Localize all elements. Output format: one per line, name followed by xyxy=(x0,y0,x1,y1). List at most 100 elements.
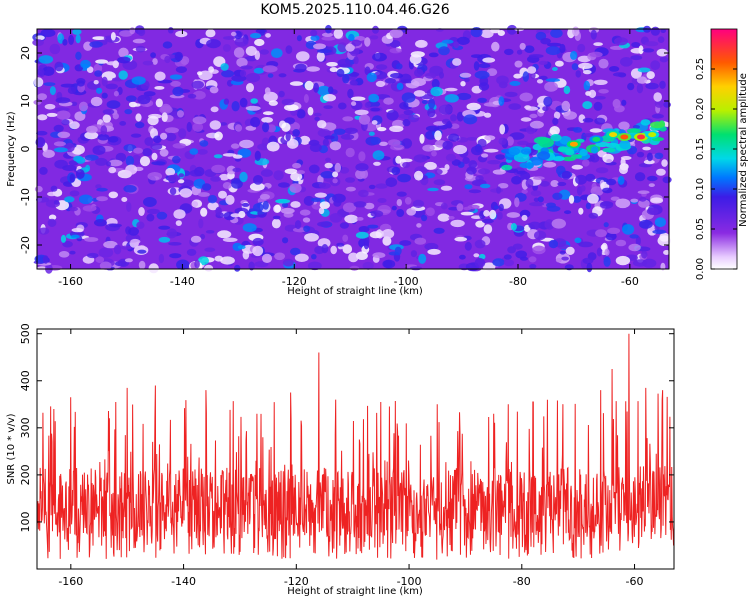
speckle-blob xyxy=(46,112,58,117)
speckle-blob xyxy=(519,92,533,102)
speckle-blob xyxy=(179,188,193,198)
speckle-blob xyxy=(86,125,98,134)
speckle-blob xyxy=(517,140,529,146)
speckle-blob xyxy=(75,51,82,60)
speckle-blob xyxy=(255,28,267,34)
speckle-blob xyxy=(552,117,559,126)
speckle-blob xyxy=(148,263,159,274)
speckle-blob xyxy=(207,195,218,204)
speckle-blob xyxy=(340,134,355,140)
speckle-blob xyxy=(56,110,71,120)
speckle-blob xyxy=(53,200,60,205)
speckle-blob xyxy=(561,100,571,112)
speckle-blob xyxy=(296,35,302,42)
speckle-blob xyxy=(466,102,481,111)
speckle-blob xyxy=(654,217,667,228)
speckle-blob xyxy=(309,143,322,153)
speckle-blob xyxy=(189,148,199,155)
speckle-blob xyxy=(112,112,119,120)
speckle-blob xyxy=(538,60,548,65)
signal-blob xyxy=(550,134,562,142)
speckle-blob xyxy=(174,51,183,62)
speckle-blob xyxy=(529,120,544,129)
colorbar-tick-label: 0.00 xyxy=(695,258,706,280)
speckle-blob xyxy=(245,46,257,56)
speckle-blob xyxy=(35,137,46,148)
speckle-blob xyxy=(89,41,103,48)
speckle-blob xyxy=(292,129,301,137)
speckle-blob xyxy=(144,137,154,146)
speckle-blob xyxy=(43,82,56,86)
speckle-blob xyxy=(200,233,206,240)
heatmap-y-axis: -20 -10 0 10 20 xyxy=(19,46,669,254)
speckle-blob xyxy=(575,70,582,78)
speckle-blob xyxy=(431,78,440,89)
speckle-blob xyxy=(342,234,349,242)
speckle-blob xyxy=(421,100,428,104)
y-tick-label: 0 xyxy=(19,146,32,153)
speckle-blob xyxy=(319,201,330,209)
speckle-blob xyxy=(151,152,158,161)
speckle-blob xyxy=(211,164,226,174)
speckle-blob xyxy=(33,77,44,88)
speckle-blob xyxy=(311,254,317,260)
speckle-blob xyxy=(342,73,350,84)
speckle-blob xyxy=(506,136,514,146)
speckle-blob xyxy=(478,168,490,175)
speckle-blob xyxy=(619,165,628,175)
speckle-blob xyxy=(491,41,500,52)
speckle-blob xyxy=(234,37,249,47)
speckle-blob xyxy=(440,185,453,191)
speckle-blob xyxy=(370,107,381,112)
speckle-blob xyxy=(552,192,563,200)
snr-x-axis: -160 -140 -120 -100 -80 -60 xyxy=(58,329,644,588)
speckle-blob xyxy=(524,45,535,53)
speckle-blob xyxy=(35,35,45,41)
speckle-blob xyxy=(353,56,359,65)
speckle-blob xyxy=(590,29,597,40)
signal-blob xyxy=(619,139,631,150)
signal-peak xyxy=(569,141,578,147)
speckle-blob xyxy=(641,250,648,259)
speckle-blob xyxy=(261,253,273,263)
speckle-blob xyxy=(44,103,56,110)
speckle-blob xyxy=(314,192,327,198)
speckle-blob xyxy=(233,47,245,58)
speckle-blob xyxy=(172,86,184,97)
speckle-blob xyxy=(254,38,265,47)
speckle-blob xyxy=(92,36,106,40)
speckle-blob xyxy=(589,51,603,58)
speckle-blob xyxy=(95,184,102,189)
speckle-blob xyxy=(173,209,186,220)
speckle-blob xyxy=(629,234,639,239)
speckle-blob xyxy=(142,60,154,66)
speckle-blob xyxy=(534,230,547,241)
speckle-blob xyxy=(131,76,146,85)
speckle-blob xyxy=(595,167,609,174)
speckle-blob xyxy=(67,86,76,94)
speckle-blob xyxy=(320,171,335,179)
speckle-blob xyxy=(598,58,609,69)
speckle-blob xyxy=(512,243,523,250)
speckle-blob xyxy=(603,222,609,228)
speckle-blob xyxy=(178,128,187,139)
speckle-blob xyxy=(441,39,454,44)
speckle-blob xyxy=(663,250,670,255)
speckle-blob xyxy=(262,200,269,210)
speckle-blob xyxy=(364,102,371,108)
speckle-blob xyxy=(54,107,70,112)
speckle-blob xyxy=(191,201,199,208)
speckle-blob xyxy=(34,185,43,193)
speckle-blob xyxy=(509,81,521,86)
speckle-blob xyxy=(396,199,402,207)
speckle-blob xyxy=(456,36,470,46)
speckle-blob xyxy=(451,159,461,166)
speckle-blob xyxy=(464,184,473,190)
speckle-blob xyxy=(467,204,480,210)
speckle-blob xyxy=(194,166,205,177)
speckle-blob xyxy=(395,63,403,70)
heatmap-x-axis-label: Height of straight line (km) xyxy=(287,286,423,297)
speckle-blob xyxy=(662,176,672,184)
speckle-blob xyxy=(385,177,398,188)
speckle-blob xyxy=(244,55,258,62)
